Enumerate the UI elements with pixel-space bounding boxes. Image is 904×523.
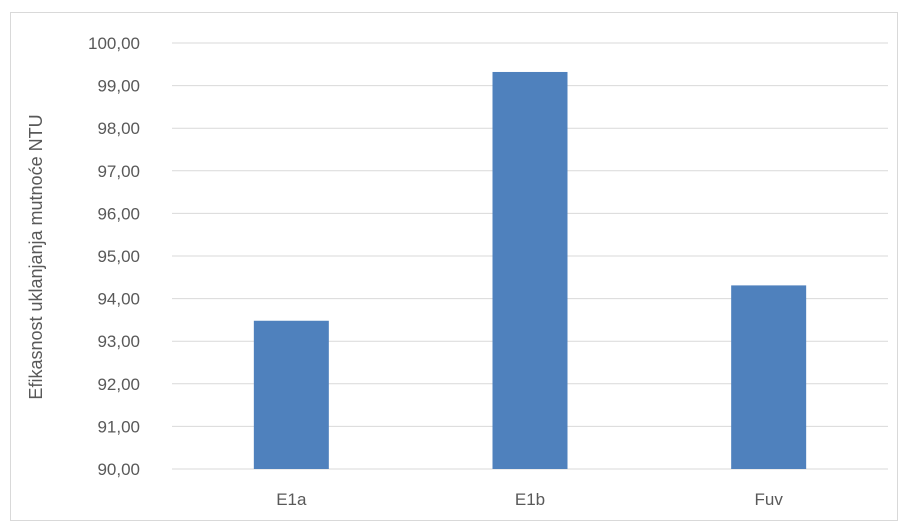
y-tick-label: 100,00 [88,34,140,53]
y-tick-label: 93,00 [97,332,140,351]
bar-e1a [253,320,329,469]
y-tick-label: 97,00 [97,162,140,181]
y-tick-label: 96,00 [97,204,140,223]
bar-fuv [731,285,807,469]
y-tick-label: 95,00 [97,247,140,266]
y-tick-label: 98,00 [97,119,140,138]
x-tick-label: E1b [515,490,545,509]
y-tick-label: 99,00 [97,77,140,96]
bar-e1b [492,71,568,469]
y-axis-title: Efikasnost uklanjanja mutnoće NTU [26,114,46,399]
x-axis-ticks: E1a E1b Fuv [276,490,783,509]
y-axis-ticks: 90,00 91,00 92,00 93,00 94,00 95,00 96,00 97,00… [88,34,140,479]
y-tick-label: 94,00 [97,290,140,309]
x-tick-label: Fuv [754,490,783,509]
y-tick-label: 90,00 [97,460,140,479]
bars [253,71,807,469]
x-tick-label: E1a [276,490,307,509]
y-tick-label: 91,00 [97,417,140,436]
y-tick-label: 92,00 [97,375,140,394]
